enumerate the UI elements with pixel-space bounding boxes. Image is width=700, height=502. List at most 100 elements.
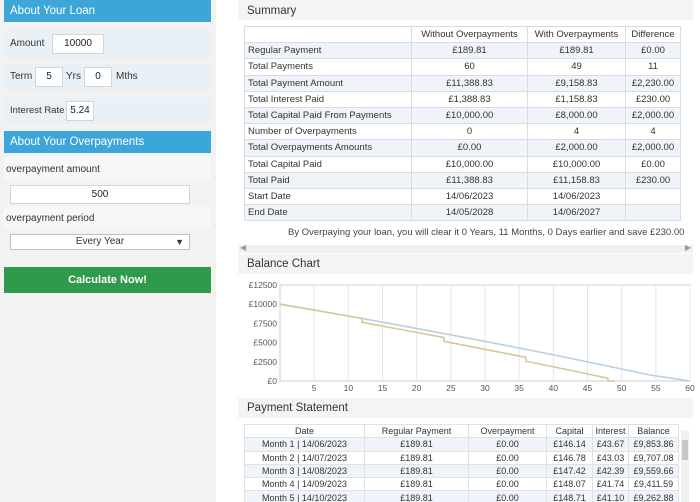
term-years-input[interactable]: 5 [35, 67, 63, 87]
summary-cell: £189.81 [411, 42, 528, 60]
summary-cell: £8,000.00 [527, 106, 626, 125]
y-tick-label: £12500 [249, 280, 278, 290]
statement-cell: £9,559.66 [628, 463, 679, 479]
scroll-left-icon[interactable]: ◀ [240, 243, 247, 252]
chevron-down-icon: ▼ [175, 237, 184, 247]
summary-title: Summary [247, 5, 297, 17]
balance-series-line-2 [279, 303, 615, 382]
statement-cell: £9,262.88 [628, 490, 679, 502]
x-tick-label: 50 [617, 383, 627, 393]
payment-statement-title: Payment Statement [247, 402, 348, 414]
summary-title-bar [238, 0, 693, 20]
summary-cell: 60 [411, 58, 528, 76]
payment-statement-table: Date Regular Payment Overpayment Capital… [244, 423, 679, 502]
summary-cell: £9,158.83 [527, 74, 626, 92]
statement-cell: £9,853.86 [628, 437, 679, 452]
statement-header-cell: Interest [592, 423, 629, 439]
x-tick-label: 55 [651, 383, 661, 393]
summary-cell: £0.00 [625, 42, 681, 60]
statement-cell: £41.74 [592, 477, 629, 492]
about-loan-header: About Your Loan [4, 0, 211, 22]
statement-row: Month 1 | 14/06/2023 £189.81 £0.00 £146.14 £… [244, 437, 679, 452]
statement-cell: £189.81 [364, 490, 469, 502]
summary-cell: 49 [527, 58, 626, 76]
summary-row: Total Overpayments Amounts £0.00 £2,000.00… [244, 139, 681, 157]
term-months-input[interactable]: 0 [84, 67, 112, 87]
x-tick-label: 45 [583, 383, 593, 393]
y-tick-label: £2500 [253, 357, 277, 367]
y-tick-label: £5000 [253, 338, 277, 348]
summary-cell: £0.00 [625, 155, 681, 173]
x-tick-label: 30 [480, 383, 490, 393]
summary-cell: £2,230.00 [625, 74, 681, 92]
summary-cell [625, 204, 681, 222]
summary-cell: £11,158.83 [527, 171, 626, 189]
x-tick-label: 35 [514, 383, 524, 393]
summary-row: Regular Payment £189.81 £189.81 £0.00 [244, 42, 681, 60]
statement-cell: £41.10 [592, 490, 629, 502]
overpayment-amount-input[interactable]: 500 [10, 185, 190, 204]
summary-cell: £2,000.00 [527, 139, 626, 157]
horizontal-scrollbar[interactable]: ◀ ▶ [238, 243, 693, 253]
statement-cell: Month 2 | 14/07/2023 [244, 450, 365, 465]
y-tick-label: £0 [268, 376, 278, 386]
summary-cell: 14/06/2027 [527, 204, 626, 222]
statement-cell: Month 5 | 14/10/2023 [244, 490, 365, 502]
statement-header-cell: Balance [628, 423, 679, 439]
statement-cell: £189.81 [364, 437, 469, 452]
statement-cell: Month 4 | 14/09/2023 [244, 477, 365, 492]
summary-header-cell [244, 25, 412, 44]
amount-label: Amount [10, 38, 45, 49]
summary-cell [625, 187, 681, 206]
savings-note: By Overpaying your loan, you will clear … [288, 227, 685, 238]
amount-input[interactable]: 10000 [52, 34, 104, 54]
summary-cell: Regular Payment [244, 42, 412, 60]
interest-rate-row: Interest Rate 5.24 [4, 97, 211, 124]
summary-header-row: Without Overpayments With Overpayments D… [244, 25, 681, 44]
statement-cell: £0.00 [468, 437, 547, 452]
x-tick-label: 5 [312, 383, 317, 393]
results-panel: Summary Without Overpayments With Overpa… [238, 0, 700, 502]
balance-chart: 5 10 15 20 25 30 35 40 45 50 55 60 £0 £2500 £5000 £7500… [249, 280, 695, 393]
interest-rate-input[interactable]: 5.24 [66, 101, 94, 121]
statement-cell: £189.81 [364, 450, 469, 465]
summary-header-cell: With Overpayments [527, 25, 626, 44]
x-tick-label: 60 [685, 383, 695, 393]
summary-cell: £2,000.00 [625, 106, 681, 125]
interest-rate-label: Interest Rate [10, 105, 65, 116]
summary-header-cell: Difference [625, 25, 681, 44]
y-tick-label: £7500 [253, 318, 277, 328]
statement-cell: £0.00 [468, 463, 547, 479]
summary-cell: £1,158.83 [527, 90, 626, 108]
summary-cell: £2,000.00 [625, 139, 681, 157]
scroll-right-icon[interactable]: ▶ [684, 243, 691, 252]
statement-cell: £43.67 [592, 437, 629, 452]
payment-statement-title-bar [238, 398, 693, 418]
summary-cell: 14/06/2023 [527, 187, 626, 206]
summary-cell: Number of Overpayments [244, 123, 412, 141]
overpayment-period-select[interactable]: Every Year ▼ [10, 234, 190, 250]
statement-vertical-scrollbar[interactable] [681, 430, 689, 502]
overpayment-amount-label-row: overpayment amount [4, 157, 211, 181]
balance-chart-title: Balance Chart [247, 258, 320, 270]
statement-header-cell: Capital [546, 423, 593, 439]
summary-cell: End Date [244, 204, 412, 222]
statement-row: Month 4 | 14/09/2023 £189.81 £0.00 £148.07 £… [244, 477, 679, 492]
summary-cell: £230.00 [625, 90, 681, 108]
calculate-now-button[interactable]: Calculate Now! [4, 267, 211, 293]
overpayment-period-label-row: overpayment period [4, 207, 211, 229]
statement-cell: £146.14 [546, 437, 593, 452]
summary-cell: Total Payment Amount [244, 74, 412, 92]
balance-chart-title-bar [238, 254, 693, 274]
statement-cell: £9,411.59 [628, 477, 679, 492]
scrollbar-thumb[interactable] [682, 440, 688, 460]
summary-cell: £10,000.00 [411, 155, 528, 173]
statement-cell: £43.03 [592, 450, 629, 465]
statement-cell: £148.71 [546, 490, 593, 502]
term-row: Term 5 Yrs 0 Mths [4, 64, 211, 90]
x-tick-label: 10 [344, 383, 354, 393]
statement-cell: £147.42 [546, 463, 593, 479]
y-tick-label: £10000 [249, 299, 278, 309]
summary-row: Total Payment Amount £11,388.83 £9,158.83 £… [244, 74, 681, 92]
summary-row: Start Date 14/06/2023 14/06/2023 [244, 187, 681, 206]
